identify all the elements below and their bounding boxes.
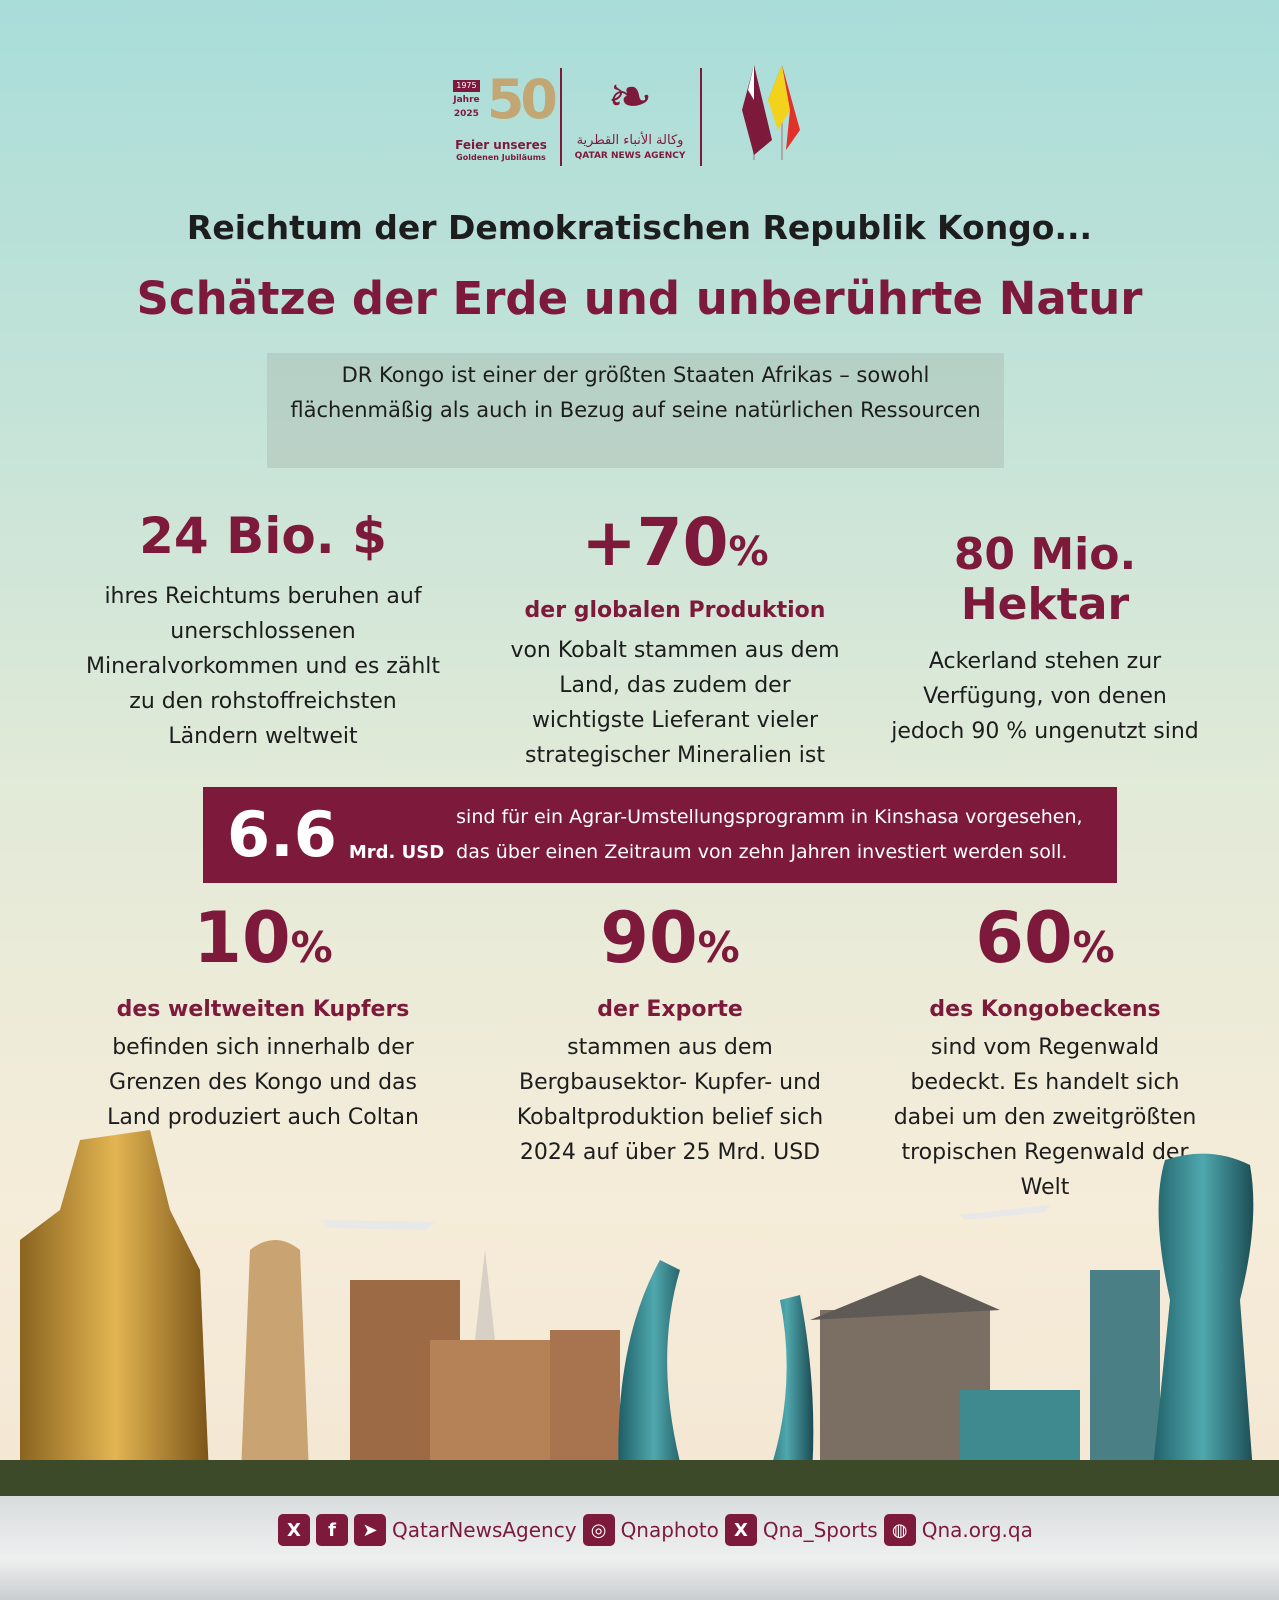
x-twitter-icon[interactable]: X [724, 1514, 757, 1546]
stat-label: der Exporte [597, 997, 743, 1022]
agency-name-arabic: وكالة الأنباء القطرية [576, 133, 684, 148]
agency-name-english: QATAR NEWS AGENCY [574, 151, 686, 161]
stat-value: 90 [600, 897, 698, 979]
stat-desc: sind vom Regenwald bedeckt. Es handelt s… [893, 1035, 1197, 1200]
stat-cobalt: +70% der globalen Produktion von Kobalt … [505, 505, 845, 773]
qna-emblem-icon: ❧ [607, 65, 653, 128]
stat-desc: ihres Reichtums beruhen auf unerschlosse… [85, 584, 441, 749]
stat-rainforest: 60% des Kongobeckens sind vom Regenwald … [885, 898, 1205, 1205]
stat-desc: stammen aus dem Bergbausektor- Kupfer- u… [516, 1035, 824, 1165]
stat-wealth: 24 Bio. $ ihres Reichtums beruhen auf un… [83, 505, 443, 754]
stat-unit: % [697, 923, 740, 972]
banner-unit: Mrd. USD [348, 842, 445, 863]
facebook-icon[interactable]: f [316, 1514, 348, 1546]
year-end: 2025 [453, 109, 479, 119]
telegram-icon[interactable]: ➤ [354, 1514, 386, 1546]
banner-text: sind für ein Agrar-Umstellungsprogramm i… [456, 806, 1083, 863]
x-twitter-icon[interactable]: X [278, 1514, 310, 1546]
city-skyline-illustration [0, 1130, 1279, 1498]
social-handle-qna[interactable]: QatarNewsAgency [392, 1518, 577, 1542]
page-subtitle: Schätze der Erde und unberührte Natur [136, 272, 1143, 325]
stat-unit: % [290, 923, 333, 972]
stat-value: 80 Mio. Hektar [953, 529, 1137, 630]
stat-value: 60 [975, 897, 1073, 979]
globe-icon[interactable]: ◍ [883, 1514, 916, 1546]
qna-logo: ❧ وكالة الأنباء القطرية QATAR NEWS AGENC… [570, 62, 690, 162]
stat-desc: Ackerland stehen zur Verfügung, von dene… [891, 649, 1199, 744]
stat-unit: % [1072, 923, 1115, 972]
jubilee-number: 50 [486, 68, 558, 131]
flags-icon [742, 65, 800, 160]
investment-banner: 6.6 Mrd. USD sind für ein Agrar-Umstellu… [203, 787, 1117, 883]
jubilee-caption-1: Feier unseres [455, 138, 547, 152]
stat-value: 10 [193, 897, 291, 979]
jubilee-caption-2: Goldenen Jubiläums [456, 153, 546, 162]
footer: X f ➤ QatarNewsAgency ◎ Qnaphoto X Qna_S… [0, 1496, 1279, 1600]
intro-box: DR Kongo ist einer der größten Staaten A… [267, 353, 1004, 468]
stat-value: 24 Bio. $ [139, 507, 387, 565]
year-start: 1975 [453, 80, 480, 92]
stat-label: der globalen Produktion [524, 598, 826, 623]
page-title: Reichtum der Demokratischen Republik Kon… [186, 208, 1093, 247]
social-handle-photo[interactable]: Qnaphoto [620, 1518, 719, 1542]
stat-unit: % [728, 529, 769, 575]
banner-value: 6.6 [227, 798, 337, 871]
stat-farmland: 80 Mio. Hektar Ackerland stehen zur Verf… [885, 530, 1205, 749]
stat-label: des weltweiten Kupfers [116, 997, 410, 1022]
social-handle-sports[interactable]: Qna_Sports [762, 1518, 878, 1542]
divider [560, 68, 562, 166]
stat-copper: 10% des weltweiten Kupfers befinden sich… [93, 898, 433, 1135]
stat-exports: 90% der Exporte stammen aus dem Bergbaus… [500, 898, 840, 1170]
golden-jubilee-logo: 1975 Jahre 2025 50 Feier unseres Goldene… [448, 62, 558, 172]
divider [700, 68, 702, 166]
stat-label: des Kongobeckens [929, 997, 1161, 1022]
website-link[interactable]: Qna.org.qa [921, 1518, 1033, 1542]
instagram-icon[interactable]: ◎ [582, 1514, 615, 1546]
jahre-label: Jahre [453, 95, 480, 105]
stat-value: +70 [581, 504, 729, 581]
stat-desc: von Kobalt stammen aus dem Land, das zud… [510, 638, 840, 768]
stat-desc: befinden sich innerhalb der Grenzen des … [107, 1035, 419, 1130]
